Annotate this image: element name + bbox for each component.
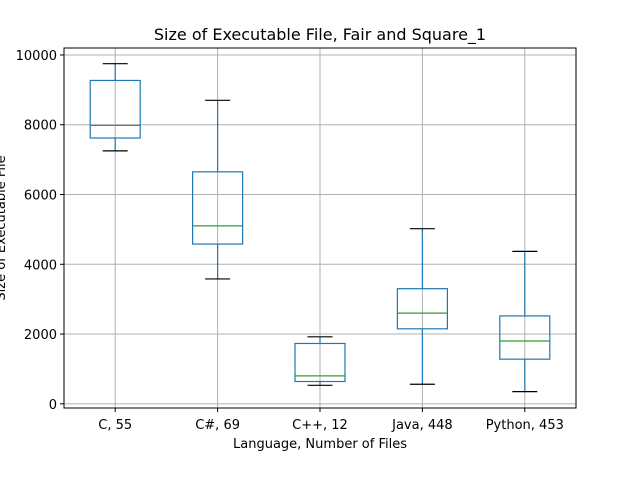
- iqr-box: [89, 79, 141, 139]
- y-tick-label: 2000: [24, 328, 57, 343]
- y-tick-label: 8000: [24, 119, 57, 134]
- iqr-box: [192, 171, 244, 245]
- box-4: [396, 228, 448, 385]
- x-tick-label: Java, 448: [391, 418, 453, 433]
- box-3: [294, 336, 346, 386]
- y-tick-label: 6000: [24, 189, 57, 204]
- x-tick-label: C, 55: [98, 418, 132, 433]
- x-tick-label: C++, 12: [292, 418, 348, 433]
- y-axis-label: Size of Executable File: [0, 155, 9, 300]
- box-layer: [89, 63, 551, 393]
- y-tick-label: 0: [49, 398, 57, 413]
- box-1: [89, 63, 141, 152]
- chart-title: Size of Executable File, Fair and Square…: [154, 25, 486, 45]
- box-5: [499, 250, 551, 393]
- x-axis-label: Language, Number of Files: [233, 437, 407, 452]
- y-tick-label: 10000: [16, 49, 57, 64]
- y-tick-label: 4000: [24, 258, 57, 273]
- x-tick-label: Python, 453: [486, 418, 564, 433]
- iqr-box: [396, 288, 448, 330]
- axis-ticks: 0 2000 4000 6000 8000 10000 C, 55 C#, 69 C++, 12…: [16, 49, 564, 433]
- x-tick-label: C#, 69: [195, 418, 240, 433]
- box-2: [192, 99, 244, 280]
- iqr-box: [499, 315, 551, 360]
- iqr-box: [294, 342, 346, 383]
